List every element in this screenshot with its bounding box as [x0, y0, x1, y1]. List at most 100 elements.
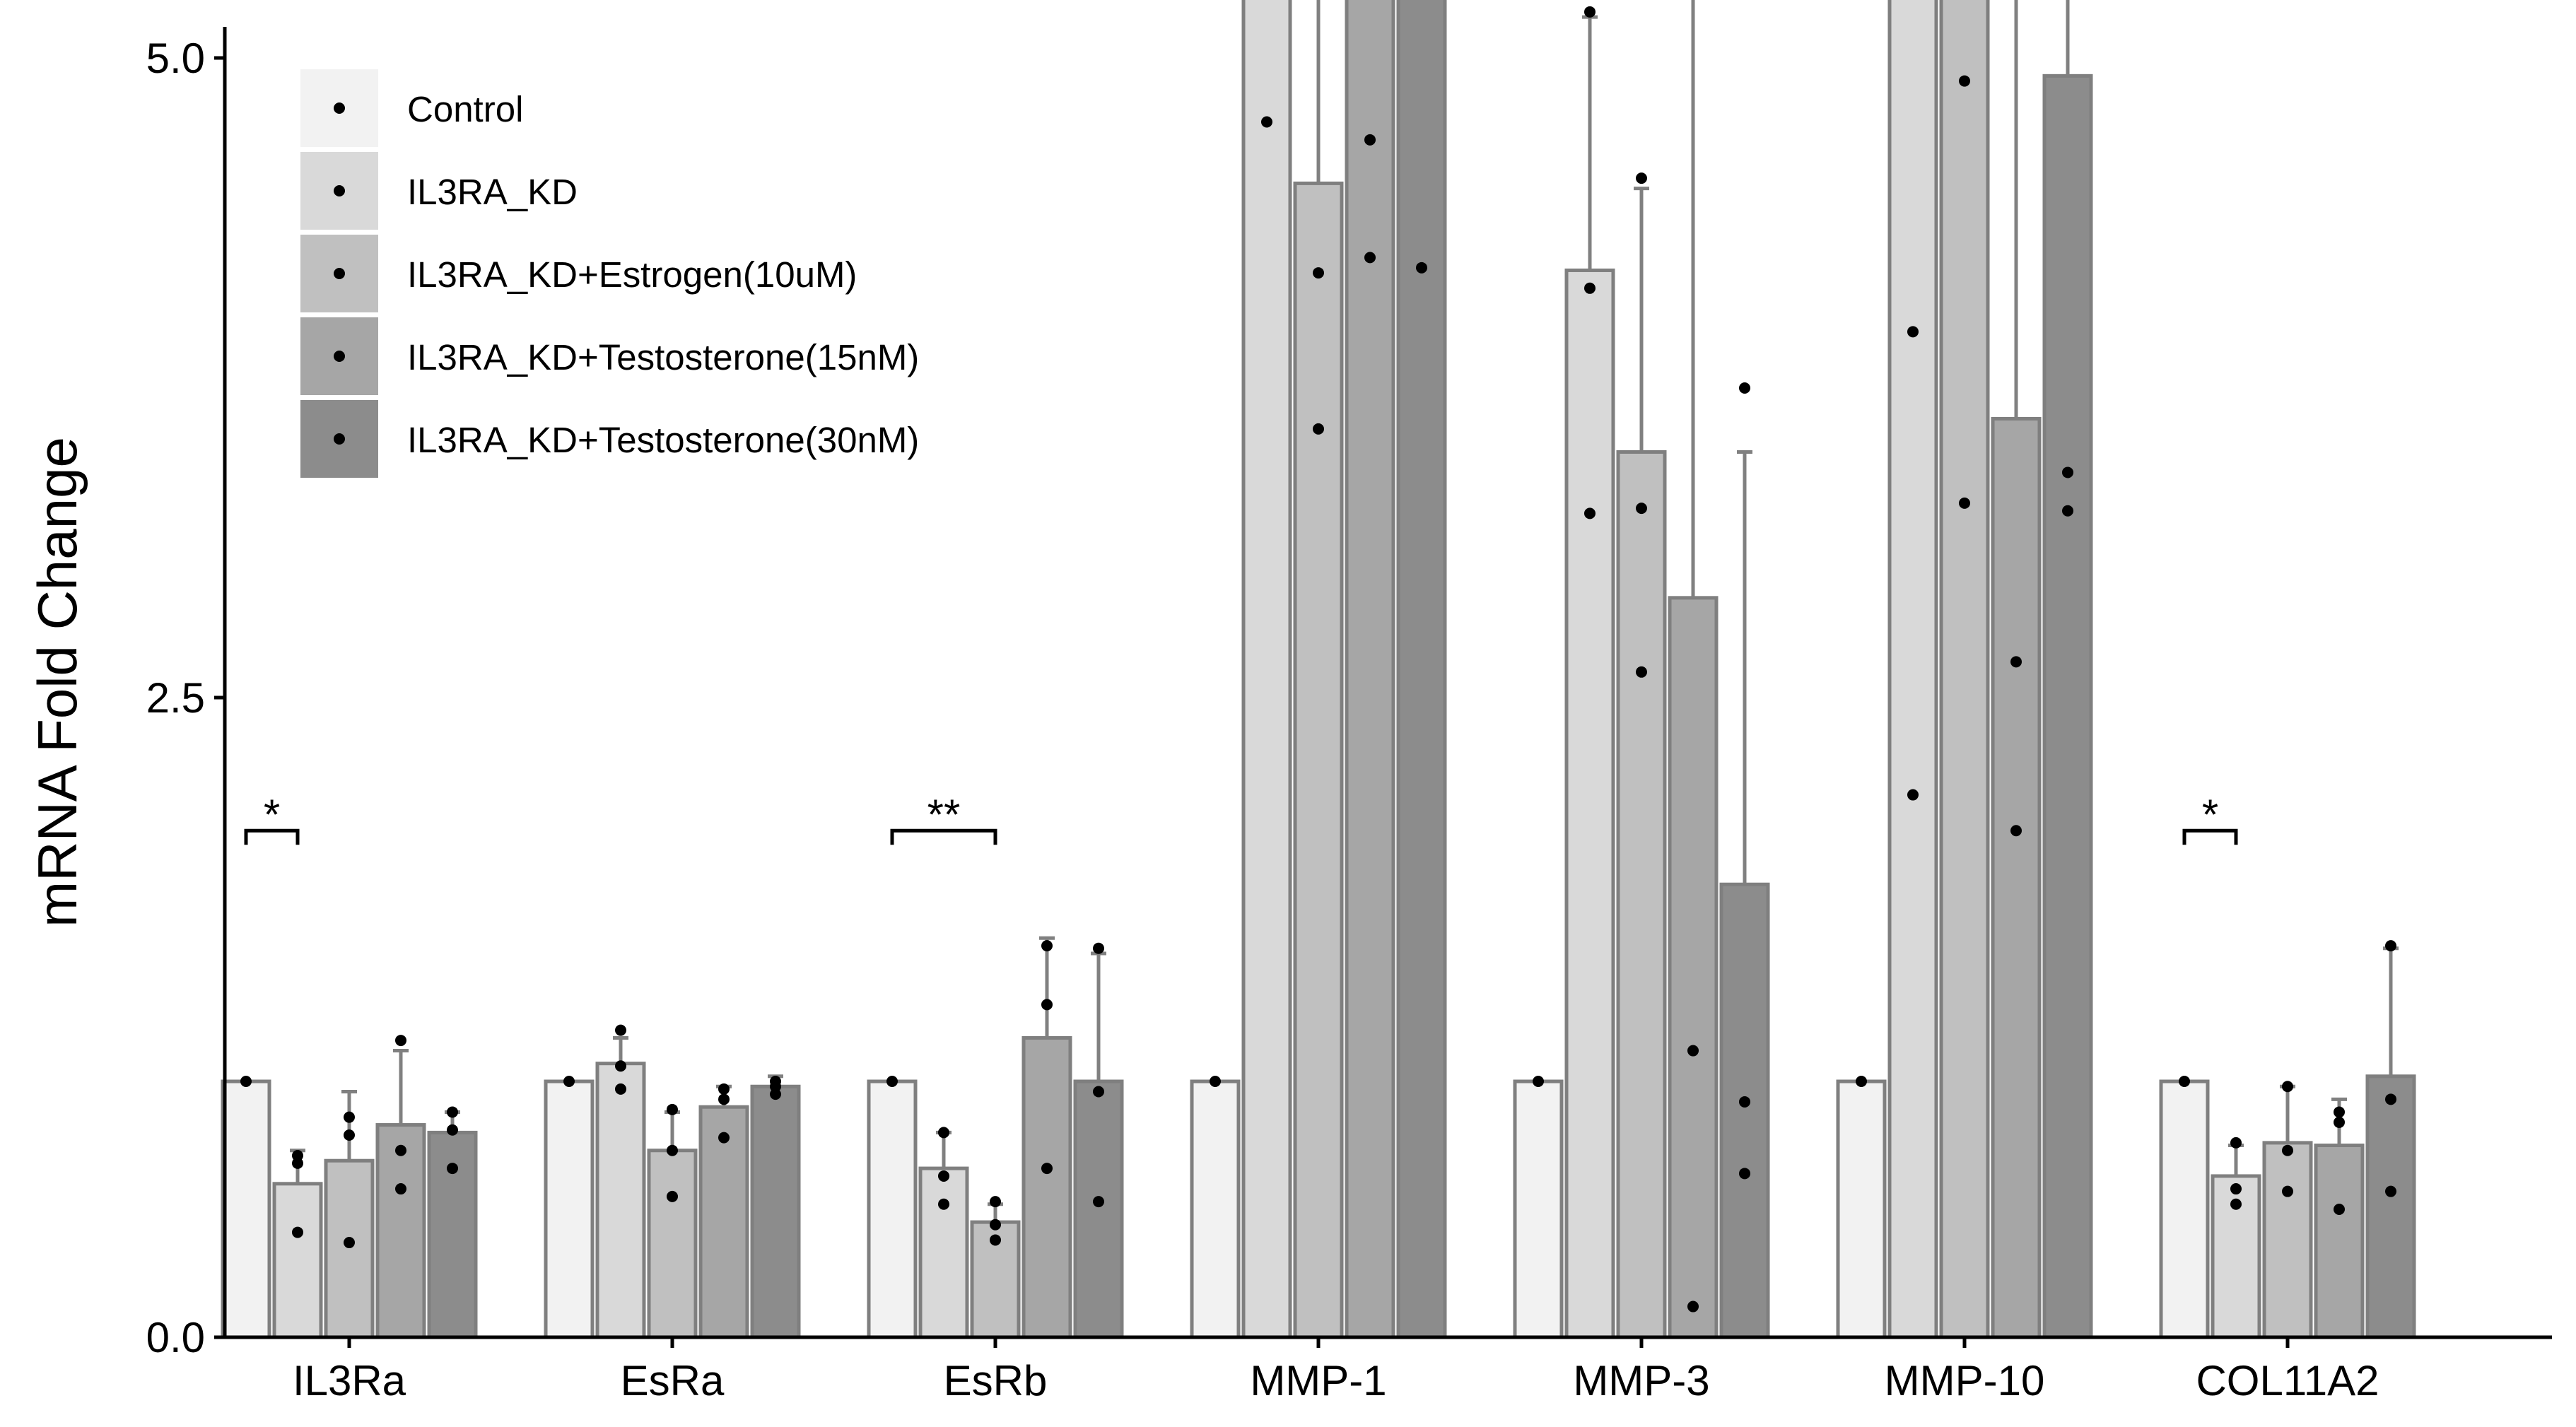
x-tick-label-5: MMP-10 [1885, 1357, 2045, 1404]
point-IL3Ra-IL3RA_KD+Estrogen(10uM)-1 [344, 1129, 355, 1141]
bar-EsRa-IL3RA_KD+Estrogen(10uM) [647, 1149, 698, 1339]
legend-label-1: IL3RA_KD [407, 172, 578, 212]
y-tick-label-0: 0.0 [146, 1314, 205, 1361]
point-IL3Ra-Control-0 [240, 1076, 252, 1087]
significance-bracket-8 [2182, 828, 2238, 845]
point-MMP-10-IL3RA_KD+Testosterone(30nM)-0 [2062, 505, 2073, 517]
legend-marker-2 [334, 268, 345, 279]
legend-marker-3 [334, 351, 345, 362]
point-EsRb-IL3RA_KD+Estrogen(10uM)-1 [990, 1218, 1001, 1231]
significance-label-1: ** [927, 791, 961, 838]
point-MMP-1-IL3RA_KD-0 [1261, 116, 1272, 128]
y-axis-label: mRNA Fold Change [26, 437, 88, 927]
point-MMP-3-IL3RA_KD+Testosterone(30nM)-0 [1739, 1168, 1750, 1180]
x-tick-label-2: EsRb [944, 1357, 1048, 1404]
point-MMP-1-IL3RA_KD+Estrogen(10uM)-1 [1313, 267, 1324, 279]
point-COL11A2-IL3RA_KD-2 [2230, 1137, 2242, 1149]
bar-IL3Ra-IL3RA_KD [272, 1182, 323, 1339]
axes-layer [223, 27, 2552, 1339]
point-IL3Ra-IL3RA_KD+Estrogen(10uM)-0 [344, 1237, 355, 1249]
x-tick-label-1: EsRa [621, 1357, 725, 1404]
point-COL11A2-IL3RA_KD+Testosterone(15nM)-0 [2334, 1204, 2345, 1215]
point-EsRa-IL3RA_KD+Estrogen(10uM)-0 [667, 1190, 678, 1202]
x-tick-label-3: MMP-1 [1250, 1357, 1386, 1404]
point-EsRa-IL3RA_KD+Testosterone(15nM)-0 [718, 1132, 730, 1144]
point-COL11A2-IL3RA_KD-0 [2230, 1198, 2242, 1210]
point-EsRa-IL3RA_KD+Testosterone(15nM)-2 [718, 1083, 730, 1095]
point-MMP-3-IL3RA_KD+Estrogen(10uM)-2 [1636, 172, 1647, 184]
bar-MMP-3-Control [1513, 1079, 1564, 1339]
point-MMP-1-Control-0 [1210, 1076, 1221, 1087]
bar-COL11A2-IL3RA_KD+Estrogen(10uM) [2262, 1141, 2313, 1339]
bar-EsRa-IL3RA_KD [595, 1062, 646, 1339]
point-COL11A2-IL3RA_KD+Testosterone(30nM)-2 [2385, 940, 2396, 952]
x-tick-label-6: COL11A2 [2196, 1357, 2379, 1404]
point-COL11A2-IL3RA_KD+Estrogen(10uM)-2 [2282, 1081, 2293, 1093]
bar-EsRb-Control [867, 1079, 918, 1339]
point-MMP-3-IL3RA_KD+Testosterone(30nM)-2 [1739, 382, 1750, 394]
point-IL3Ra-IL3RA_KD+Testosterone(30nM)-2 [447, 1106, 458, 1118]
x-ticks-layer: IL3Ra EsRa EsRb MMP-1 MMP-3 MMP-10 COL11A2 [293, 1337, 2379, 1404]
point-COL11A2-Control-0 [2179, 1076, 2190, 1087]
point-EsRa-IL3RA_KD+Testosterone(15nM)-1 [718, 1093, 730, 1105]
point-IL3Ra-IL3RA_KD-2 [292, 1149, 303, 1161]
significance-bracket-0 [244, 828, 300, 845]
x-tick-label-4: MMP-3 [1573, 1357, 1709, 1404]
point-MMP-3-IL3RA_KD+Testosterone(15nM)-1 [1687, 1045, 1699, 1057]
bar-COL11A2-IL3RA_KD+Testosterone(15nM) [2314, 1144, 2365, 1339]
point-EsRb-IL3RA_KD-1 [938, 1170, 949, 1182]
bar-MMP-1-IL3RA_KD+Testosterone(15nM) [1345, 0, 1395, 1339]
legend-label-4: IL3RA_KD+Testosterone(30nM) [407, 420, 919, 460]
y-tick-label-2: 5.0 [146, 35, 205, 82]
points-layer [240, 6, 2396, 1313]
point-MMP-10-IL3RA_KD+Testosterone(15nM)-1 [2010, 656, 2022, 668]
point-EsRb-IL3RA_KD-0 [938, 1198, 949, 1210]
error-bars-layer [290, 0, 2399, 1223]
point-EsRb-IL3RA_KD+Testosterone(30nM)-1 [1093, 1086, 1104, 1098]
point-MMP-3-IL3RA_KD+Testosterone(30nM)-1 [1739, 1096, 1750, 1108]
point-EsRb-IL3RA_KD+Testosterone(15nM)-2 [1041, 940, 1053, 952]
point-MMP-1-IL3RA_KD+Testosterone(15nM)-1 [1364, 134, 1376, 146]
bar-EsRa-IL3RA_KD+Testosterone(30nM) [750, 1084, 801, 1339]
bar-COL11A2-IL3RA_KD+Testosterone(30nM) [2365, 1074, 2416, 1339]
point-MMP-10-IL3RA_KD+Testosterone(15nM)-0 [2010, 825, 2022, 837]
bar-EsRb-IL3RA_KD [918, 1166, 969, 1339]
point-MMP-10-IL3RA_KD+Testosterone(30nM)-1 [2062, 466, 2073, 478]
point-MMP-10-IL3RA_KD+Estrogen(10uM)-0 [1959, 497, 1970, 509]
point-IL3Ra-IL3RA_KD-0 [292, 1226, 303, 1238]
bar-MMP-10-IL3RA_KD+Testosterone(15nM) [1991, 416, 2042, 1339]
point-MMP-10-Control-0 [1856, 1076, 1867, 1087]
legend-marker-1 [334, 185, 345, 196]
point-EsRb-IL3RA_KD+Testosterone(30nM)-0 [1093, 1196, 1104, 1208]
bar-MMP-10-IL3RA_KD+Testosterone(30nM) [2042, 74, 2093, 1339]
significance-bracket-1 [890, 828, 997, 845]
bars-layer [221, 0, 2416, 1339]
legend-marker-0 [334, 102, 345, 114]
bar-EsRa-Control [544, 1079, 595, 1339]
point-EsRb-Control-0 [886, 1076, 898, 1087]
point-COL11A2-IL3RA_KD+Testosterone(30nM)-0 [2385, 1185, 2396, 1197]
point-EsRb-IL3RA_KD+Estrogen(10uM)-0 [990, 1234, 1001, 1246]
bar-MMP-10-Control [1836, 1079, 1887, 1339]
point-MMP-10-IL3RA_KD+Estrogen(10uM)-1 [1959, 75, 1970, 87]
bar-EsRb-IL3RA_KD+Testosterone(15nM) [1021, 1035, 1072, 1339]
point-EsRa-IL3RA_KD+Testosterone(30nM)-2 [770, 1076, 781, 1087]
bar-IL3Ra-Control [221, 1079, 271, 1339]
bar-MMP-1-IL3RA_KD+Testosterone(30nM) [1396, 0, 1447, 1339]
point-MMP-10-IL3RA_KD-1 [1907, 326, 1919, 338]
x-tick-label-0: IL3Ra [293, 1357, 406, 1404]
bar-MMP-3-IL3RA_KD+Testosterone(15nM) [1668, 596, 1719, 1339]
significance-label-0: * [264, 791, 280, 838]
point-EsRb-IL3RA_KD+Testosterone(15nM)-1 [1041, 999, 1053, 1011]
point-IL3Ra-IL3RA_KD+Testosterone(30nM)-1 [447, 1124, 458, 1136]
legend-label-0: Control [407, 89, 523, 129]
y-ticks-layer: 0.02.55.07.510.012.5 [146, 35, 225, 1361]
significance-layer: *********** [244, 791, 2238, 845]
bar-MMP-3-IL3RA_KD+Testosterone(30nM) [1719, 882, 1770, 1339]
legend-marker-4 [334, 433, 345, 445]
bar-MMP-3-IL3RA_KD [1564, 268, 1615, 1339]
bar-COL11A2-Control [2159, 1079, 2210, 1339]
point-MMP-1-IL3RA_KD+Testosterone(30nM)-0 [1416, 262, 1427, 274]
y-tick-label-1: 2.5 [146, 674, 205, 722]
